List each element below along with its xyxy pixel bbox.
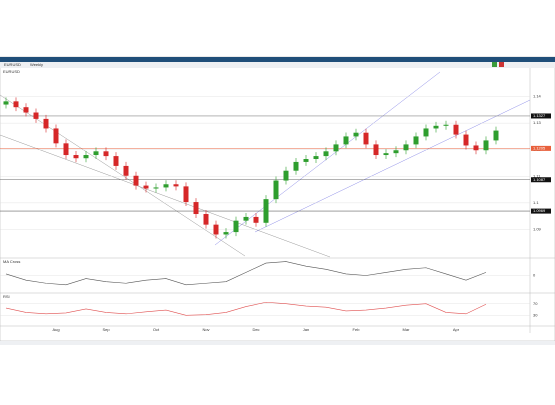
indicator-line xyxy=(5,261,487,286)
candle-body xyxy=(53,128,59,144)
trend-line xyxy=(254,99,531,233)
level-label: 1.0969 xyxy=(533,208,546,213)
y-tick-label: 30 xyxy=(533,312,538,317)
candle-body xyxy=(163,184,169,188)
candle-body xyxy=(263,199,269,223)
candle-body xyxy=(183,186,189,203)
candle-body xyxy=(373,144,379,156)
candle-body xyxy=(433,125,439,129)
candle-body xyxy=(383,153,389,156)
candle-body xyxy=(333,144,339,152)
candle-body xyxy=(453,124,459,135)
candle-body xyxy=(213,224,219,235)
candle-body xyxy=(173,184,179,187)
title-bar xyxy=(0,57,555,62)
channel-line xyxy=(0,134,331,258)
y-tick-label: 1.09 xyxy=(533,226,542,231)
candle-body xyxy=(423,128,429,137)
candle-body xyxy=(223,232,229,235)
candle-body xyxy=(323,151,329,157)
level-tag xyxy=(531,208,551,214)
candle-body xyxy=(393,150,399,154)
candle-body xyxy=(363,132,369,145)
x-tick-label: Jan xyxy=(303,327,309,332)
x-tick-label: Feb xyxy=(353,327,361,332)
candle-body xyxy=(23,107,29,113)
candle-body xyxy=(3,101,9,105)
panel-title: EURUSD xyxy=(3,69,20,74)
candle-body xyxy=(493,130,499,141)
x-tick-label: Aug xyxy=(52,327,59,332)
status-bar xyxy=(0,341,555,345)
candle-body xyxy=(133,175,139,186)
candle-body xyxy=(483,140,489,151)
candle-body xyxy=(13,101,19,108)
candle-body xyxy=(273,180,279,200)
candle-body xyxy=(293,161,299,171)
candle-body xyxy=(193,202,199,215)
y-tick-label: 1.14 xyxy=(533,94,542,99)
candle-body xyxy=(83,155,89,159)
candle-body xyxy=(303,159,309,162)
candle-body xyxy=(343,136,349,145)
button[interactable] xyxy=(499,62,504,67)
candle-body xyxy=(63,143,69,156)
candle-body xyxy=(153,187,159,189)
toolbar xyxy=(0,62,555,68)
candle-body xyxy=(473,145,479,151)
candle-body xyxy=(103,151,109,157)
level-label: 1.1205 xyxy=(533,145,546,150)
panel-title: RSI xyxy=(3,294,10,299)
candle-body xyxy=(353,132,359,137)
channel-line xyxy=(0,94,246,257)
candle-body xyxy=(313,156,319,160)
candle-body xyxy=(123,165,129,176)
candle-body xyxy=(43,118,49,129)
candle-body xyxy=(243,216,249,221)
trend-line xyxy=(214,71,441,246)
level-tag xyxy=(531,177,551,183)
y-tick-label: 1.11 xyxy=(533,173,541,178)
level-label: 1.1327 xyxy=(533,113,546,118)
x-tick-label: Nov xyxy=(202,327,209,332)
y-tick-label: 0 xyxy=(533,273,536,278)
x-tick-label: Dec xyxy=(252,327,259,332)
candle-body xyxy=(143,185,149,189)
candle-body xyxy=(283,170,289,181)
y-tick-label: 1.1 xyxy=(533,200,539,205)
candle-body xyxy=(203,214,209,225)
candle-body xyxy=(233,220,239,233)
y-tick-label: 70 xyxy=(533,301,538,306)
candle-body xyxy=(403,144,409,151)
x-tick-label: Mar xyxy=(403,327,411,332)
x-tick-label: Oct xyxy=(153,327,160,332)
candle-body xyxy=(253,216,259,223)
candle-body xyxy=(113,156,119,166)
x-tick-label: Sep xyxy=(102,327,110,332)
x-tick-label: Apr xyxy=(453,327,460,332)
candle-body xyxy=(73,155,79,159)
panel-title: MA Cross xyxy=(3,259,20,264)
button[interactable] xyxy=(492,62,497,67)
level-tag xyxy=(531,113,551,119)
candle-body xyxy=(33,112,39,119)
candle-body xyxy=(93,151,99,156)
candle-body xyxy=(443,124,449,126)
candle-body xyxy=(463,134,469,146)
level-label: 1.1087 xyxy=(533,177,546,182)
y-tick-label: 1.13 xyxy=(533,120,542,125)
level-tag xyxy=(531,145,551,151)
indicator-line xyxy=(5,301,487,316)
timeframe: Weekly xyxy=(30,62,43,67)
window-title: EURUSD xyxy=(4,62,21,67)
candle-body xyxy=(413,136,419,145)
